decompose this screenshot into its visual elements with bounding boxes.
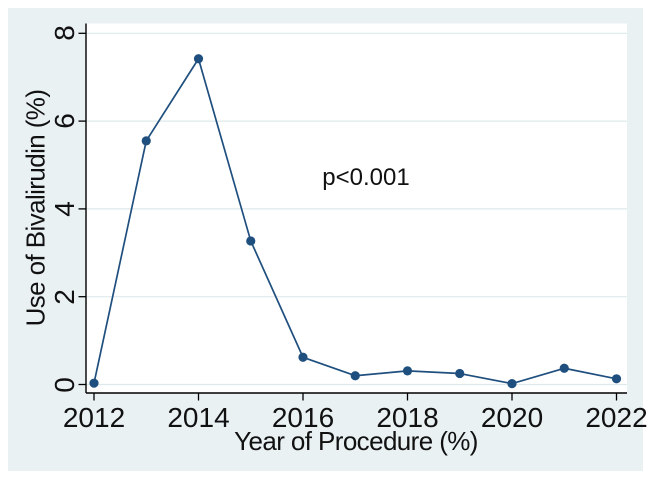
- y-tick-label-6: 6: [49, 113, 80, 129]
- y-axis-title: Use of Bivalirudin (%): [20, 89, 51, 327]
- x-tick-label-2022: 2022: [585, 402, 648, 433]
- y-tick-label-0: 0: [49, 376, 80, 393]
- x-axis-title: Year of Procedure (%): [234, 426, 478, 456]
- x-tick-label-2016: 2016: [271, 402, 335, 433]
- y-tick-label-8: 8: [49, 25, 80, 42]
- x-tick-label-2012: 2012: [62, 402, 126, 433]
- y-tick-label-2: 2: [49, 288, 80, 305]
- p-value-annotation: p<0.001: [322, 164, 410, 191]
- x-tick-label-2014: 2014: [167, 402, 230, 433]
- x-tick-label-2020: 2020: [480, 402, 544, 433]
- y-tick-label-4: 4: [49, 201, 80, 217]
- x-tick-label-2018: 2018: [376, 402, 439, 433]
